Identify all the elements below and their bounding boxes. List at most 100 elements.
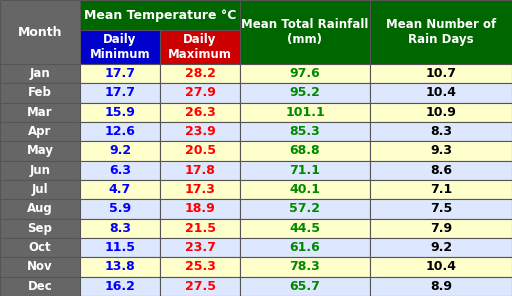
Text: Month: Month	[18, 25, 62, 38]
Text: Daily
Maximum: Daily Maximum	[168, 33, 232, 61]
Bar	[80, 238, 160, 257]
Text: 23.9: 23.9	[185, 125, 216, 138]
Bar	[0, 180, 80, 199]
Bar	[240, 64, 370, 83]
Bar	[160, 277, 240, 296]
Text: 20.5: 20.5	[184, 144, 216, 157]
Text: Mean Temperature °C: Mean Temperature °C	[84, 9, 236, 22]
Bar	[160, 64, 240, 83]
Bar	[240, 257, 370, 277]
Text: 95.2: 95.2	[290, 86, 321, 99]
Text: 5.9: 5.9	[109, 202, 131, 215]
Bar	[240, 161, 370, 180]
Bar	[370, 238, 512, 257]
Text: 71.1: 71.1	[289, 164, 321, 177]
Bar	[0, 161, 80, 180]
Bar	[370, 219, 512, 238]
Text: 8.3: 8.3	[109, 222, 131, 235]
Bar	[370, 122, 512, 141]
Bar	[0, 64, 80, 83]
Bar	[160, 238, 240, 257]
Bar	[0, 122, 80, 141]
Text: 85.3: 85.3	[290, 125, 321, 138]
Text: 97.6: 97.6	[290, 67, 321, 80]
Bar	[160, 141, 240, 161]
Text: 61.6: 61.6	[290, 241, 321, 254]
Bar	[370, 180, 512, 199]
Text: 7.1: 7.1	[430, 183, 452, 196]
Bar	[370, 83, 512, 103]
Text: Jun: Jun	[30, 164, 51, 177]
Bar	[160, 161, 240, 180]
Text: 9.2: 9.2	[430, 241, 452, 254]
Bar	[80, 83, 160, 103]
Bar	[240, 199, 370, 219]
Text: 101.1: 101.1	[285, 106, 325, 119]
Bar	[80, 30, 160, 64]
Text: 6.3: 6.3	[109, 164, 131, 177]
Bar	[370, 277, 512, 296]
Bar	[80, 257, 160, 277]
Bar	[240, 0, 370, 64]
Text: 10.9: 10.9	[425, 106, 456, 119]
Text: Sep: Sep	[28, 222, 52, 235]
Text: Aug: Aug	[27, 202, 53, 215]
Bar	[160, 103, 240, 122]
Bar	[0, 238, 80, 257]
Bar	[80, 0, 240, 30]
Bar	[370, 199, 512, 219]
Bar	[80, 122, 160, 141]
Bar	[80, 199, 160, 219]
Bar	[80, 180, 160, 199]
Text: 27.5: 27.5	[184, 280, 216, 293]
Bar	[160, 30, 240, 64]
Text: Mean Number of
Rain Days: Mean Number of Rain Days	[386, 18, 496, 46]
Bar	[0, 103, 80, 122]
Bar	[0, 0, 80, 64]
Bar	[370, 103, 512, 122]
Bar	[160, 257, 240, 277]
Bar	[370, 141, 512, 161]
Text: 28.2: 28.2	[184, 67, 216, 80]
Text: 40.1: 40.1	[289, 183, 321, 196]
Bar	[240, 83, 370, 103]
Text: Dec: Dec	[28, 280, 52, 293]
Text: 17.3: 17.3	[184, 183, 216, 196]
Text: 18.9: 18.9	[185, 202, 216, 215]
Text: Mean Total Rainfall
(mm): Mean Total Rainfall (mm)	[241, 18, 369, 46]
Text: 7.5: 7.5	[430, 202, 452, 215]
Text: 25.3: 25.3	[184, 260, 216, 274]
Bar	[240, 180, 370, 199]
Text: Jul: Jul	[32, 183, 48, 196]
Text: 15.9: 15.9	[104, 106, 136, 119]
Bar	[370, 161, 512, 180]
Bar	[0, 257, 80, 277]
Text: 17.7: 17.7	[104, 86, 136, 99]
Bar	[80, 219, 160, 238]
Text: 10.4: 10.4	[425, 86, 457, 99]
Text: 68.8: 68.8	[290, 144, 321, 157]
Text: 8.6: 8.6	[430, 164, 452, 177]
Bar	[0, 219, 80, 238]
Bar	[240, 103, 370, 122]
Text: Apr: Apr	[28, 125, 52, 138]
Text: Feb: Feb	[28, 86, 52, 99]
Text: 78.3: 78.3	[290, 260, 321, 274]
Bar	[370, 64, 512, 83]
Text: 8.3: 8.3	[430, 125, 452, 138]
Bar	[160, 122, 240, 141]
Text: 27.9: 27.9	[184, 86, 216, 99]
Text: 10.4: 10.4	[425, 260, 457, 274]
Text: 17.7: 17.7	[104, 67, 136, 80]
Bar	[370, 0, 512, 64]
Text: 44.5: 44.5	[289, 222, 321, 235]
Bar	[160, 199, 240, 219]
Bar	[240, 141, 370, 161]
Bar	[240, 219, 370, 238]
Bar	[160, 219, 240, 238]
Text: 23.7: 23.7	[184, 241, 216, 254]
Bar	[0, 141, 80, 161]
Text: 4.7: 4.7	[109, 183, 131, 196]
Text: 9.2: 9.2	[109, 144, 131, 157]
Bar	[80, 277, 160, 296]
